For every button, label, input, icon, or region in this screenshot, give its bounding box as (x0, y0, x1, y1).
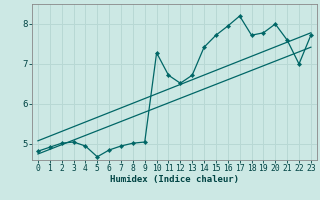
X-axis label: Humidex (Indice chaleur): Humidex (Indice chaleur) (110, 175, 239, 184)
